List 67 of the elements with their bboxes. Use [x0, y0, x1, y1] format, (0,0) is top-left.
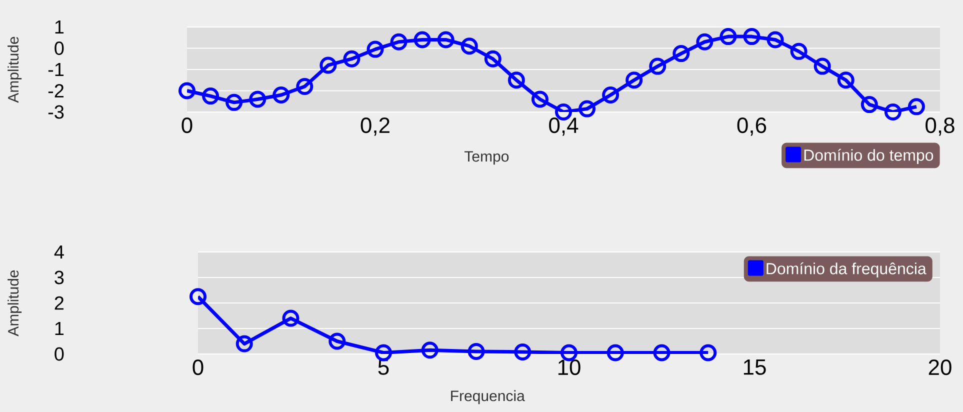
point	[606, 344, 624, 362]
point	[343, 50, 360, 68]
y-axis-title: Amplitude	[8, 270, 22, 336]
x-tick-label: 0,6	[737, 118, 766, 136]
point	[531, 90, 548, 108]
x-tick-label: 0	[192, 360, 204, 376]
y-tick-label: -3	[48, 105, 64, 119]
point	[484, 50, 502, 68]
point	[460, 38, 478, 55]
y-tick-label: 2	[54, 296, 64, 310]
point	[672, 45, 690, 62]
point	[236, 335, 253, 352]
legend-label: Domínio da frequência	[766, 262, 926, 278]
point	[578, 100, 596, 118]
x-tick-label: 15	[744, 360, 766, 375]
y-axis-title: Amplitude	[8, 36, 22, 103]
y-tick-label: 1	[55, 322, 64, 336]
point	[202, 88, 220, 105]
point	[437, 31, 454, 48]
point	[190, 288, 206, 306]
point	[421, 342, 438, 359]
point	[390, 33, 408, 50]
x-tick-label: 0,8	[926, 118, 954, 136]
y-tick-label: -2	[48, 84, 64, 98]
y-tick-label: 3	[54, 270, 64, 284]
point	[837, 72, 854, 89]
point	[743, 28, 760, 46]
point	[249, 90, 266, 108]
point	[272, 86, 290, 104]
y-tick-label: 0	[54, 42, 64, 55]
point	[320, 56, 337, 74]
x-tick-label: 10	[558, 360, 580, 376]
x-tick-label: 20	[928, 360, 952, 376]
y-tick-label: 4	[54, 245, 64, 259]
point	[508, 72, 525, 89]
point	[602, 86, 620, 104]
point	[366, 40, 384, 58]
point	[282, 310, 300, 327]
point	[226, 94, 243, 111]
point	[649, 58, 666, 75]
y-tick-label: 0	[54, 347, 64, 361]
y-tick-label: 1	[55, 20, 64, 34]
y-tick-label: -1	[48, 62, 64, 76]
point	[860, 96, 878, 114]
legend-label: Domínio do tempo	[804, 148, 934, 164]
x-axis-title: Frequencia	[451, 390, 525, 404]
point	[766, 31, 784, 48]
point	[790, 42, 808, 60]
x-tick-label: 0	[182, 118, 192, 134]
point	[696, 33, 714, 50]
point	[514, 343, 532, 360]
point	[178, 82, 196, 100]
point	[814, 58, 831, 75]
point	[720, 28, 737, 46]
point	[884, 103, 902, 120]
point	[296, 78, 314, 95]
point	[626, 72, 643, 89]
x-axis-title: Tempo	[464, 151, 509, 165]
point	[468, 342, 485, 360]
x-tick-label: 0,4	[549, 118, 578, 136]
point	[653, 344, 670, 362]
point	[375, 344, 392, 362]
x-tick-label: 0,2	[360, 118, 390, 136]
point	[414, 31, 431, 48]
point	[328, 332, 346, 350]
point	[700, 344, 717, 362]
point	[908, 98, 925, 116]
